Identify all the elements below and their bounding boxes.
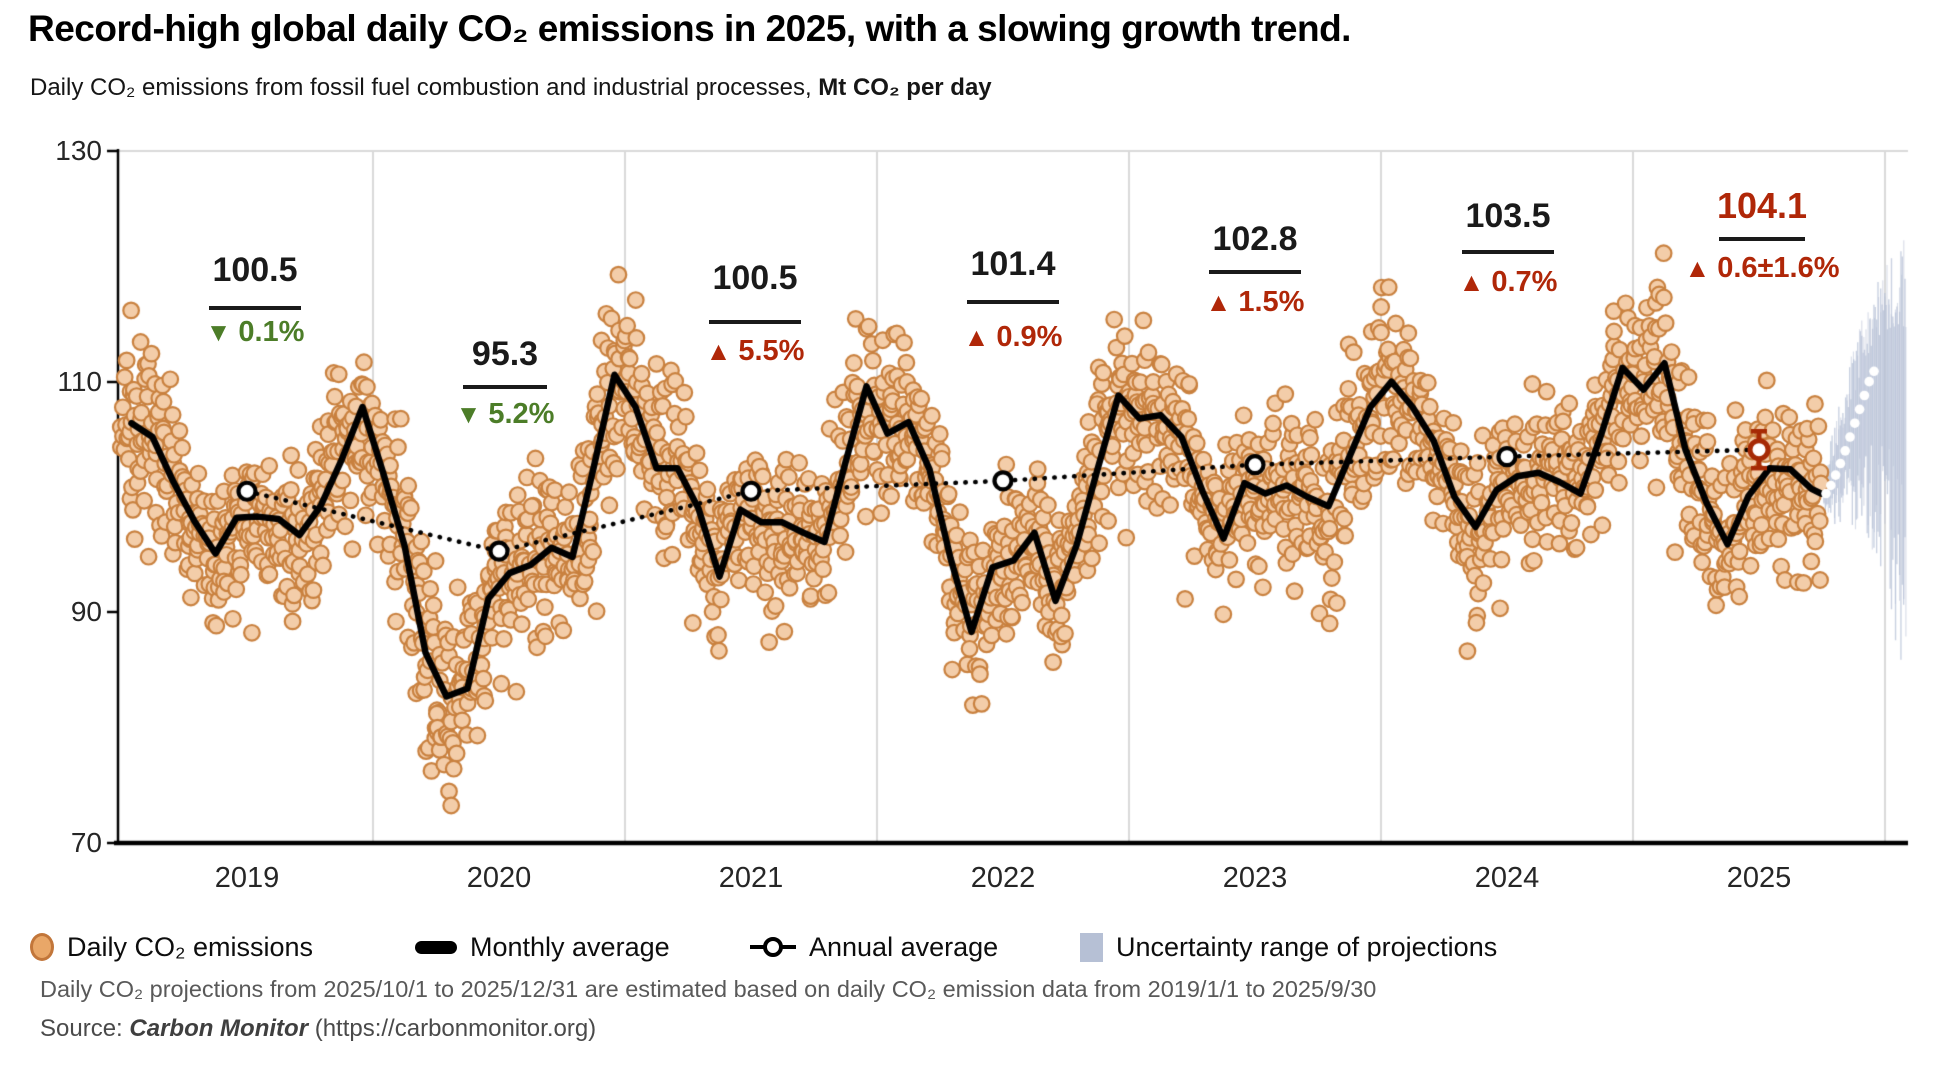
legend-label: Daily CO₂ emissions [67, 931, 314, 962]
legend-item-monthly: Monthly average [415, 928, 670, 966]
annual-value-2024: 103.5 [1465, 199, 1550, 233]
pct-text: 5.5% [738, 335, 805, 367]
y-tick-label: 110 [57, 366, 102, 397]
pct-text: 0.9% [996, 321, 1063, 353]
triangle-up-icon: ▲ [705, 336, 732, 366]
year-label: 2023 [1222, 862, 1288, 894]
source-line: Source: Carbon Monitor (https://carbonmo… [40, 1015, 596, 1043]
annual-change-pct: ▲ 0.7% [1459, 268, 1558, 297]
annual-value-2020: 95.3 [472, 337, 538, 371]
annual-value-2022: 101.4 [970, 247, 1055, 281]
triangle-up-icon: ▲ [1458, 267, 1485, 297]
legend-item-annual: Annual average [750, 928, 998, 966]
pct-text: 0.6±1.6% [1717, 252, 1840, 284]
year-label: 2022 [970, 862, 1036, 894]
y-tick-label: 90 [70, 596, 102, 627]
annotation-underline [209, 306, 301, 310]
triangle-down-icon: ▼ [205, 317, 232, 347]
legend-label: Annual average [809, 931, 999, 962]
year-label: 2025 [1726, 862, 1792, 894]
pct-text: 1.5% [1238, 286, 1305, 318]
legend-label: Monthly average [470, 931, 670, 962]
annotation-underline [463, 385, 547, 389]
triangle-up-icon: ▲ [1205, 287, 1232, 317]
legend-item-daily: Daily CO₂ emissions [30, 928, 313, 966]
year-label: 2020 [466, 862, 532, 894]
year-label: 2021 [718, 862, 784, 894]
annual-value-2025: 104.1 [1717, 188, 1807, 224]
pct-text: 0.7% [1491, 266, 1558, 298]
legend-label: Uncertainty range of projections [1116, 931, 1498, 962]
source-suffix: (https://carbonmonitor.org) [308, 1015, 597, 1042]
annual-change-pct: ▲ 1.5% [1206, 288, 1305, 317]
source-name: Carbon Monitor [129, 1015, 309, 1042]
annotation-underline [1209, 270, 1301, 274]
annual-average-value: 104.1 [1716, 185, 1808, 226]
annual-average-marker-icon [750, 937, 796, 957]
annual-average-value: 100.5 [212, 251, 298, 289]
annual-value-2023: 102.8 [1212, 222, 1297, 256]
triangle-up-icon: ▲ [963, 322, 990, 352]
year-label: 2019 [214, 862, 280, 894]
y-tick-label: 130 [55, 135, 102, 166]
annual-average-value: 103.5 [1465, 197, 1551, 235]
source-prefix: Source: [40, 1015, 130, 1042]
legend-item-uncertainty: Uncertainty range of projections [1080, 928, 1497, 966]
y-tick-label: 70 [70, 827, 102, 858]
daily-emissions-dot-icon [30, 933, 54, 961]
year-label: 2024 [1474, 862, 1540, 894]
annual-average-value: 95.3 [471, 335, 539, 373]
annotation-underline [709, 320, 801, 324]
annual-change-pct: ▲ 5.5% [706, 337, 805, 366]
chart-subtitle: Daily CO₂ emissions from fossil fuel com… [30, 74, 992, 102]
triangle-down-icon: ▼ [455, 399, 482, 429]
annual-change-pct: ▲ 0.9% [964, 323, 1063, 352]
subtitle-text: Daily CO₂ emissions from fossil fuel com… [30, 74, 819, 101]
uncertainty-band-icon [1080, 932, 1103, 962]
annual-value-2019: 100.5 [212, 253, 297, 287]
annotation-underline [1462, 250, 1554, 254]
annual-change-pct: ▼ 0.1% [206, 318, 305, 347]
pct-text: 5.2% [488, 398, 555, 430]
page-title: Record-high global daily CO₂ emissions i… [28, 8, 1351, 49]
annotation-underline [1719, 237, 1805, 241]
annotation-underline [967, 300, 1059, 304]
annual-average-value: 101.4 [970, 245, 1056, 283]
triangle-up-icon: ▲ [1684, 253, 1711, 283]
subtitle-unit: Mt CO₂ per day [818, 74, 992, 101]
annual-change-pct: ▼ 5.2% [456, 400, 555, 429]
pct-text: 0.1% [238, 316, 305, 348]
monthly-average-line-icon [415, 940, 457, 954]
annual-average-value: 102.8 [1212, 220, 1298, 258]
annual-value-2021: 100.5 [712, 261, 797, 295]
annual-average-value: 100.5 [712, 259, 798, 297]
chart-footnote: Daily CO₂ projections from 2025/10/1 to … [40, 976, 1377, 1002]
annual-change-pct: ▲ 0.6±1.6% [1684, 254, 1839, 283]
